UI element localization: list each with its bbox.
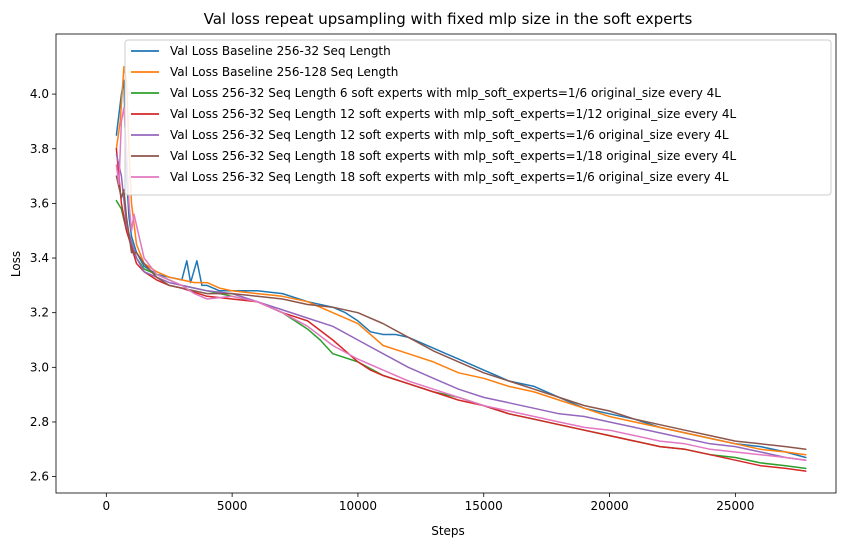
y-tick-label: 4.0 xyxy=(30,87,49,101)
plot-frame xyxy=(55,33,837,494)
chart-title: Val loss repeat upsampling with fixed ml… xyxy=(204,10,693,28)
legend-box xyxy=(124,39,832,196)
y-axis-label: Loss xyxy=(9,251,23,277)
y-tick-label: 2.6 xyxy=(30,470,49,484)
x-tick-label: 5000 xyxy=(217,499,248,513)
series-line-7 xyxy=(115,107,807,461)
legend-label-1: Val Loss Baseline 256-32 Seq Length xyxy=(170,44,391,58)
x-tick-label: 25000 xyxy=(716,499,754,513)
series-line-6 xyxy=(115,175,807,451)
series-line-5 xyxy=(115,153,807,461)
legend-label-2: Val Loss Baseline 256-128 Seq Length xyxy=(170,65,398,79)
y-tick-label: 3.4 xyxy=(30,251,49,265)
x-tick-label: 20000 xyxy=(590,499,628,513)
legend-label-5: Val Loss 256-32 Seq Length 12 soft exper… xyxy=(170,128,729,142)
series-layer xyxy=(115,66,807,472)
x-tick-label: 15000 xyxy=(465,499,503,513)
legend-label-7: Val Loss 256-32 Seq Length 18 soft exper… xyxy=(170,170,729,184)
x-axis: 0 5000 10000 15000 20000 25000 xyxy=(103,493,754,513)
legend: Val Loss Baseline 256-32 Seq Length Val L… xyxy=(124,39,832,196)
y-tick-label: 3.6 xyxy=(30,196,49,210)
y-axis: 2.6 2.8 3.0 3.2 3.4 3.6 3.8 4.0 xyxy=(30,87,56,484)
x-axis-label: Steps xyxy=(431,524,465,538)
y-tick-label: 3.0 xyxy=(30,360,49,374)
y-tick-label: 2.8 xyxy=(30,415,49,429)
legend-label-4: Val Loss 256-32 Seq Length 12 soft exper… xyxy=(170,107,737,121)
series-line-2 xyxy=(115,66,807,456)
y-tick-label: 3.2 xyxy=(30,306,49,320)
legend-label-6: Val Loss 256-32 Seq Length 18 soft exper… xyxy=(170,149,737,163)
x-tick-label: 10000 xyxy=(339,499,377,513)
series-line-4 xyxy=(115,148,807,472)
legend-label-3: Val Loss 256-32 Seq Length 6 soft expert… xyxy=(170,86,721,100)
x-tick-label: 0 xyxy=(103,499,111,513)
y-tick-label: 3.8 xyxy=(30,142,49,156)
